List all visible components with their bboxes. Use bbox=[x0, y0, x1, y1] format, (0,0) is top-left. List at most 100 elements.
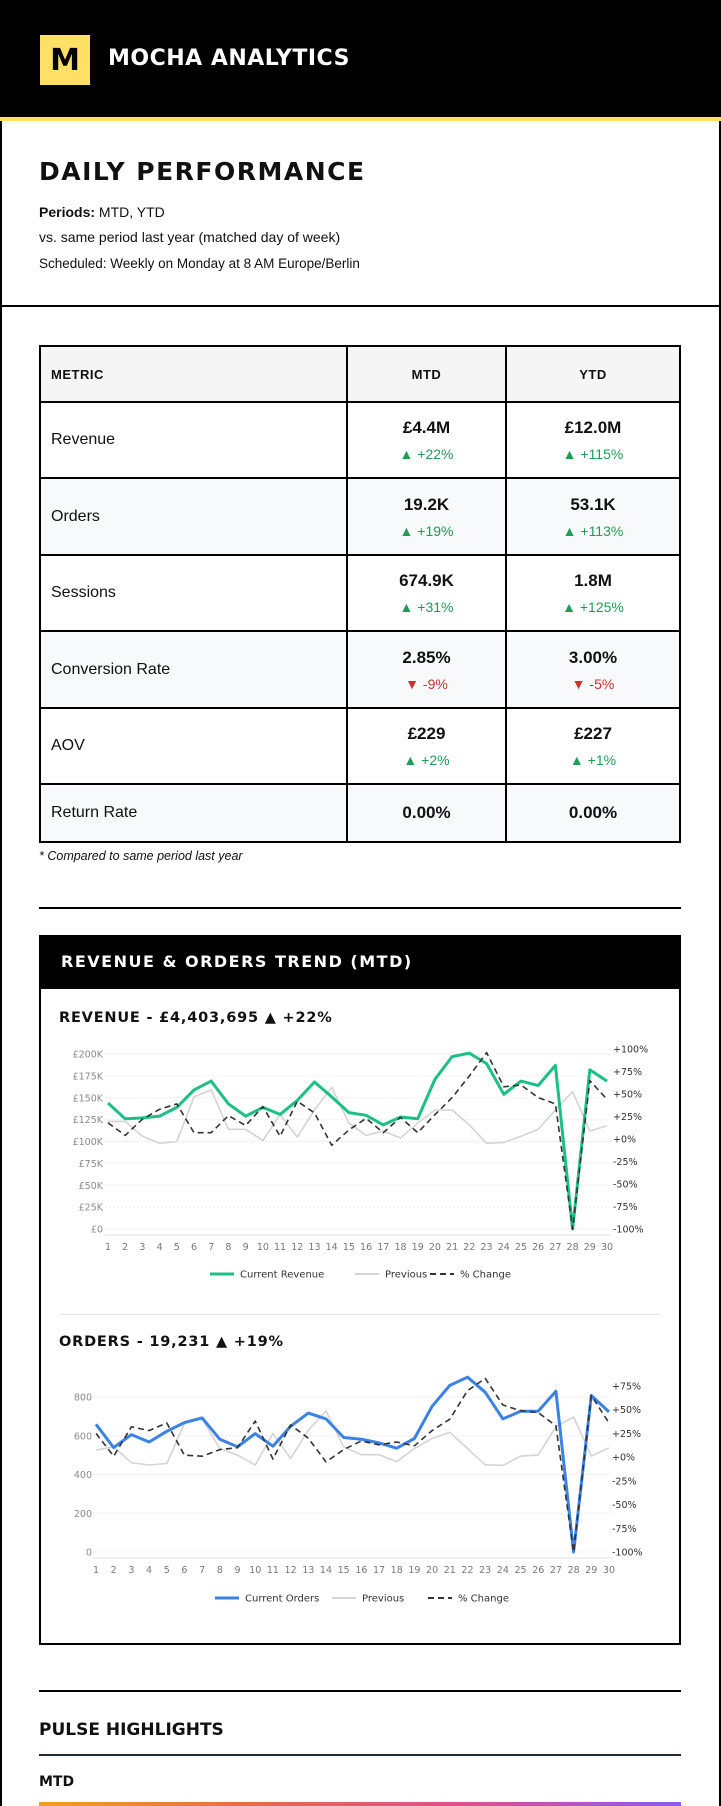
y-right-tick-label: +25% bbox=[613, 1112, 642, 1123]
mtd-cell: 2.85% ▼ -9% bbox=[346, 630, 507, 709]
legend-label: % Change bbox=[460, 1270, 511, 1281]
x-tick-label: 4 bbox=[146, 1565, 152, 1576]
y-left-tick-label: 200 bbox=[74, 1509, 92, 1520]
x-tick-label: 6 bbox=[191, 1242, 197, 1253]
ytd-value: 1.8M bbox=[574, 571, 612, 590]
mtd-cell: 19.2K ▲ +19% bbox=[346, 477, 507, 556]
ytd-change: ▼ -5% bbox=[571, 675, 615, 692]
ytd-value: £227 bbox=[574, 724, 612, 743]
x-tick-label: 6 bbox=[181, 1565, 187, 1576]
metric-name: Conversion Rate bbox=[39, 630, 348, 709]
x-tick-label: 1 bbox=[93, 1565, 99, 1576]
x-tick-label: 3 bbox=[128, 1565, 134, 1576]
pulse-period-label: MTD bbox=[39, 1774, 75, 1790]
y-right-tick-label: -100% bbox=[613, 1225, 644, 1236]
pulse-gradient-bar bbox=[39, 1802, 681, 1806]
x-tick-label: 24 bbox=[498, 1242, 510, 1253]
x-tick-label: 21 bbox=[446, 1242, 458, 1253]
mtd-value: 2.85% bbox=[402, 647, 451, 667]
page-border-right bbox=[719, 0, 721, 1806]
legend-label: % Change bbox=[458, 1594, 509, 1605]
comparison-line: vs. same period last year (matched day o… bbox=[39, 229, 341, 245]
x-tick-label: 8 bbox=[217, 1565, 223, 1576]
mtd-change: ▲ +31% bbox=[399, 599, 454, 615]
x-tick-label: 18 bbox=[391, 1565, 403, 1576]
y-left-tick-label: £100K bbox=[73, 1137, 104, 1148]
y-right-tick-label: -50% bbox=[612, 1500, 637, 1511]
ytd-cell: 3.00% ▼ -5% bbox=[505, 630, 681, 709]
x-tick-label: 14 bbox=[320, 1565, 332, 1576]
series-line-current-revenue bbox=[106, 1051, 608, 1231]
y-left-tick-label: £0 bbox=[91, 1225, 103, 1236]
x-tick-label: 10 bbox=[249, 1565, 261, 1576]
pulse-divider bbox=[39, 1754, 681, 1756]
y-left-tick-label: £150K bbox=[73, 1093, 104, 1104]
x-tick-label: 5 bbox=[164, 1565, 170, 1576]
mtd-change: ▲ +19% bbox=[399, 522, 454, 539]
x-tick-label: 22 bbox=[461, 1565, 473, 1576]
app-header: M MOCHA ANALYTICS bbox=[0, 0, 721, 121]
ytd-value: 3.00% bbox=[568, 647, 618, 667]
x-tick-label: 5 bbox=[174, 1242, 180, 1253]
x-tick-label: 1 bbox=[105, 1242, 111, 1253]
y-right-tick-label: -75% bbox=[612, 1524, 637, 1535]
table-row: Revenue £4.4M ▲ +22% £12.0M ▲ +115% bbox=[39, 401, 681, 479]
y-left-tick-label: £200K bbox=[73, 1050, 104, 1061]
y-right-tick-label: +0% bbox=[613, 1135, 636, 1146]
x-tick-label: 25 bbox=[515, 1565, 527, 1576]
logo-letter: M bbox=[50, 42, 80, 78]
y-right-tick-label: +25% bbox=[612, 1429, 641, 1440]
metric-name: Orders bbox=[39, 477, 348, 556]
ytd-value: £12.0M bbox=[564, 418, 622, 437]
x-tick-label: 2 bbox=[122, 1242, 128, 1253]
y-right-tick-label: +100% bbox=[613, 1045, 648, 1056]
legend-label: Current Orders bbox=[245, 1594, 319, 1605]
mtd-change: ▲ +2% bbox=[403, 752, 450, 768]
ytd-cell: 1.8M ▲ +125% bbox=[505, 554, 681, 632]
x-tick-label: 29 bbox=[585, 1565, 597, 1576]
section-divider bbox=[39, 907, 681, 909]
ytd-cell: 53.1K ▲ +113% bbox=[505, 477, 681, 556]
ytd-change: ▲ +113% bbox=[562, 522, 624, 539]
x-tick-label: 27 bbox=[549, 1242, 561, 1253]
x-tick-label: 28 bbox=[567, 1242, 579, 1253]
ytd-cell: £12.0M ▲ +115% bbox=[505, 401, 681, 479]
column-header-metric: METRIC bbox=[39, 345, 348, 403]
mtd-value: 19.2K bbox=[403, 494, 450, 514]
x-tick-label: 22 bbox=[463, 1242, 475, 1253]
x-tick-label: 19 bbox=[412, 1242, 424, 1253]
x-tick-label: 13 bbox=[308, 1242, 320, 1253]
orders-chart-title: ORDERS - 19,231 ▲ +19% bbox=[59, 1334, 284, 1350]
orders-chart: 0 200 400 600 800 -100% -75% -50% -25% +0% +25% +50… bbox=[74, 1375, 643, 1605]
ytd-change: ▲ +125% bbox=[562, 599, 624, 615]
chart-separator bbox=[60, 1314, 660, 1315]
y-right-tick-label: -25% bbox=[612, 1476, 637, 1487]
y-left-tick-label: 400 bbox=[74, 1470, 92, 1481]
x-tick-label: 20 bbox=[429, 1242, 441, 1253]
series-line-previous bbox=[95, 1410, 610, 1467]
ytd-cell: 0.00% bbox=[505, 783, 681, 843]
x-tick-label: 26 bbox=[532, 1242, 544, 1253]
mtd-value: £229 bbox=[407, 724, 446, 743]
x-tick-label: 2 bbox=[111, 1565, 117, 1576]
metric-name: Revenue bbox=[39, 401, 348, 479]
revenue-chart-title: REVENUE - £4,403,695 ▲ +22% bbox=[59, 1010, 333, 1026]
table-footnote: * Compared to same period last year bbox=[39, 849, 243, 863]
mtd-cell: 0.00% bbox=[346, 783, 507, 843]
x-tick-label: 11 bbox=[267, 1565, 279, 1576]
mtd-value: £4.4M bbox=[402, 418, 451, 437]
mtd-value: 0.00% bbox=[402, 803, 451, 822]
series-line-previous bbox=[108, 1086, 608, 1145]
y-left-tick-label: £125K bbox=[73, 1115, 104, 1126]
mtd-cell: 674.9K ▲ +31% bbox=[346, 554, 507, 632]
table-row: Sessions 674.9K ▲ +31% 1.8M ▲ +125% bbox=[39, 554, 681, 632]
x-tick-label: 7 bbox=[208, 1242, 214, 1253]
y-left-tick-label: £25K bbox=[79, 1203, 104, 1214]
metric-name: Return Rate bbox=[39, 783, 348, 843]
legend-label: Current Revenue bbox=[240, 1270, 324, 1281]
table-row: Return Rate 0.00% 0.00% bbox=[39, 783, 681, 843]
y-right-tick-label: +50% bbox=[613, 1090, 642, 1101]
schedule-line: Scheduled: Weekly on Monday at 8 AM Euro… bbox=[39, 256, 360, 271]
x-tick-label: 11 bbox=[274, 1242, 286, 1253]
periods-label: Periods: bbox=[39, 204, 96, 220]
